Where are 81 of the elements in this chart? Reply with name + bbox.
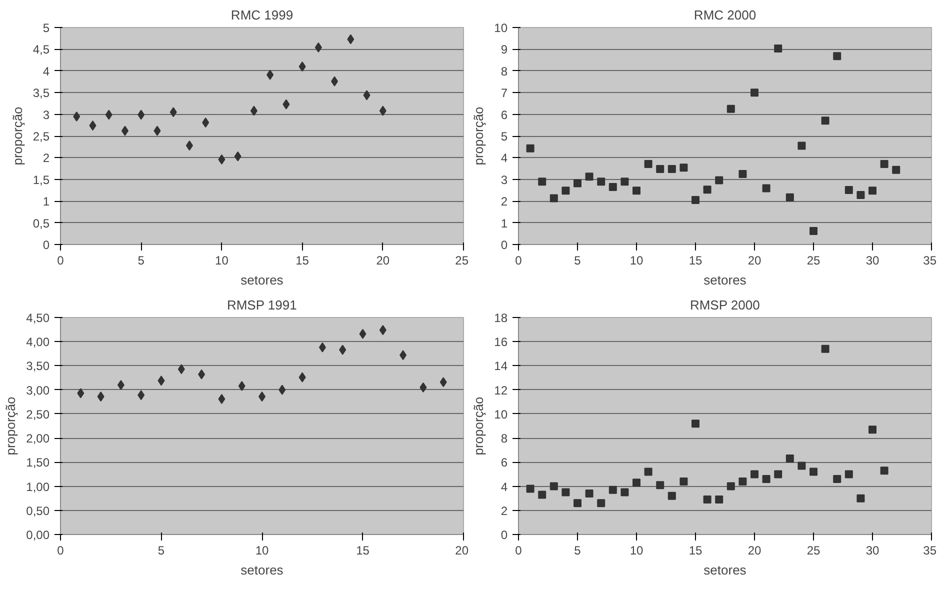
y-tick-label: 0 <box>500 238 508 252</box>
x-tick-label: 15 <box>356 544 370 558</box>
x-tick-label: 25 <box>806 544 820 558</box>
x-tick-label: 10 <box>255 544 269 558</box>
y-tick-label: 12 <box>494 383 508 398</box>
y-tick-label: 0,00 <box>26 528 50 542</box>
chart-title: RMC 1999 <box>230 8 294 22</box>
chart-title: RMC 2000 <box>694 8 756 22</box>
x-axis-title: setores <box>240 272 284 288</box>
y-tick-label: 14 <box>494 359 508 374</box>
y-tick-label: 8 <box>500 432 508 446</box>
y-tick-label: 2,00 <box>26 432 50 446</box>
y-tick-label: 9 <box>500 42 508 57</box>
y-tick-label: 1,5 <box>32 172 50 187</box>
x-tick-label: 0 <box>515 544 522 558</box>
y-tick-label: 18 <box>494 311 508 325</box>
y-tick-label: 1,50 <box>26 456 50 470</box>
x-tick-label: 20 <box>455 544 469 558</box>
y-axis-title: proporção <box>471 396 486 456</box>
y-tick-label: 16 <box>494 335 508 350</box>
y-tick-label: 1 <box>42 194 50 209</box>
x-tick-label: 30 <box>866 254 880 268</box>
y-tick-label: 10 <box>494 21 508 35</box>
chart-title: RMSP 2000 <box>690 298 760 312</box>
x-tick-label: 5 <box>574 544 582 558</box>
x-tick-label: 0 <box>515 254 522 268</box>
x-tick-label: 35 <box>923 254 937 268</box>
x-tick-label: 15 <box>688 544 702 558</box>
x-axis-title: setores <box>704 272 747 288</box>
x-tick-label: 30 <box>866 544 880 558</box>
x-tick-label: 15 <box>296 254 310 268</box>
y-tick-label: 0 <box>42 238 50 252</box>
y-tick-label: 0 <box>500 528 508 542</box>
y-tick-label: 2,5 <box>32 130 50 144</box>
x-tick-label: 25 <box>806 254 820 268</box>
y-tick-label: 3,00 <box>26 383 50 398</box>
y-tick-label: 1,00 <box>26 480 50 494</box>
x-tick-label: 10 <box>630 254 644 268</box>
y-tick-label: 8 <box>500 64 508 78</box>
y-tick-label: 6 <box>500 108 508 122</box>
y-axis-title: proporção <box>471 106 486 166</box>
y-tick-label: 5 <box>500 130 508 144</box>
y-tick-label: 3 <box>42 108 50 122</box>
y-tick-label: 2 <box>500 194 508 209</box>
y-tick-label: 0,50 <box>26 504 50 518</box>
x-tick-label: 0 <box>57 544 64 558</box>
y-tick-label: 4 <box>500 151 508 166</box>
y-tick-label: 2 <box>42 151 50 166</box>
y-axis-title: proporção <box>10 106 25 166</box>
x-tick-label: 20 <box>376 254 390 268</box>
y-tick-label: 2 <box>500 504 508 518</box>
y-tick-label: 6 <box>500 456 508 470</box>
y-tick-label: 4,50 <box>26 311 50 325</box>
y-tick-label: 0,5 <box>32 216 50 230</box>
y-tick-label: 3,5 <box>32 86 50 100</box>
x-tick-label: 15 <box>688 254 702 268</box>
x-tick-label: 20 <box>748 544 762 558</box>
chart-title: RMSP 1991 <box>226 298 297 312</box>
x-axis-title: setores <box>704 562 747 578</box>
x-tick-label: 35 <box>923 544 937 558</box>
y-tick-label: 1 <box>500 216 508 230</box>
y-tick-label: 4,00 <box>26 335 50 350</box>
y-tick-label: 3,50 <box>26 359 50 374</box>
x-axis-title: setores <box>240 562 284 578</box>
x-tick-label: 10 <box>215 254 229 268</box>
x-tick-label: 5 <box>158 544 165 558</box>
x-tick-label: 10 <box>630 544 644 558</box>
y-tick-label: 2,50 <box>26 407 50 422</box>
x-tick-label: 5 <box>138 254 145 268</box>
y-tick-label: 4,5 <box>32 42 50 57</box>
y-tick-label: 10 <box>494 407 508 422</box>
y-tick-label: 4 <box>500 480 508 494</box>
y-tick-label: 3 <box>500 172 508 187</box>
y-tick-label: 5 <box>42 21 50 35</box>
y-tick-label: 4 <box>42 64 50 78</box>
y-tick-label: 7 <box>500 86 508 100</box>
x-tick-label: 5 <box>574 254 582 268</box>
x-tick-label: 20 <box>748 254 762 268</box>
x-tick-label: 0 <box>57 254 64 268</box>
x-tick-label: 25 <box>455 254 469 268</box>
y-axis-title: proporção <box>3 396 18 456</box>
